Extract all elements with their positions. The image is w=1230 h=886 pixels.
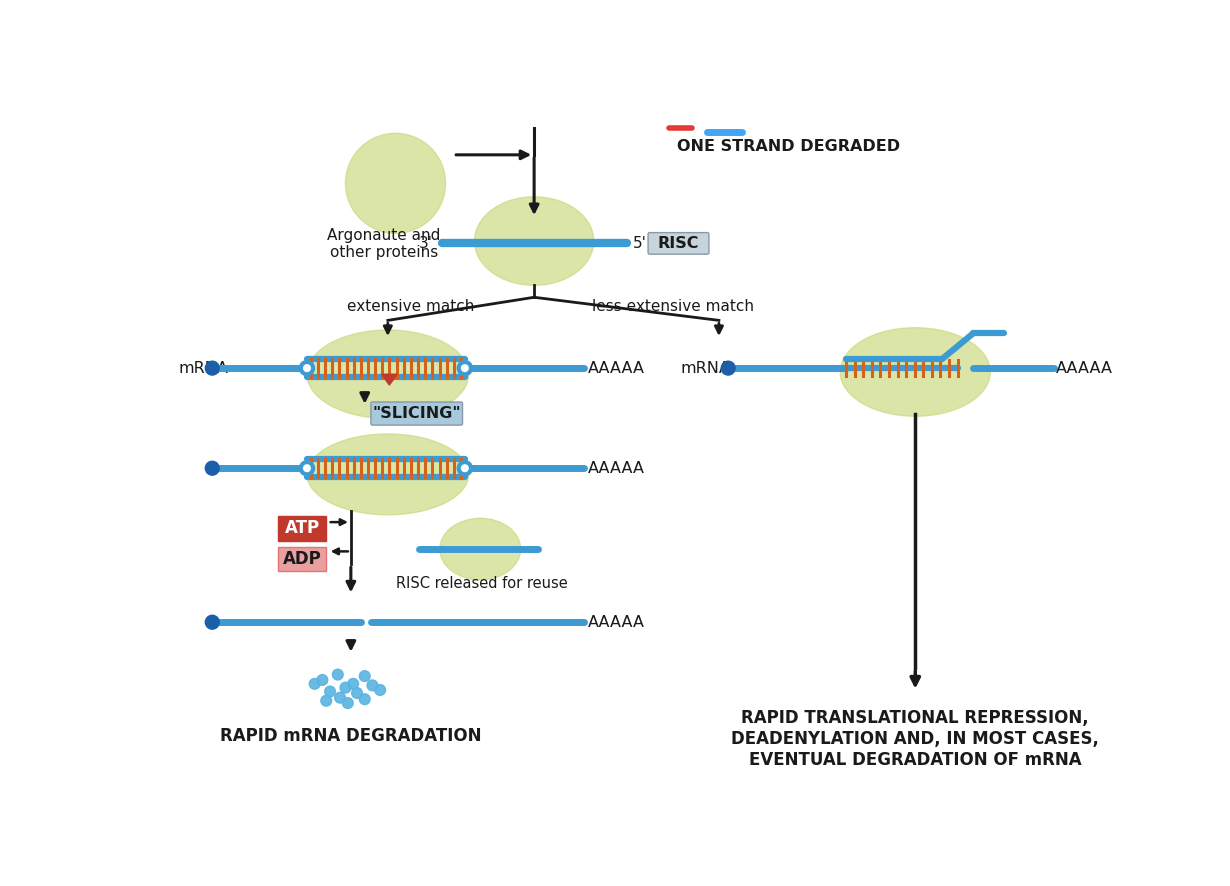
Ellipse shape — [840, 328, 990, 416]
Ellipse shape — [346, 133, 445, 233]
Text: 3': 3' — [418, 236, 433, 251]
FancyBboxPatch shape — [648, 233, 708, 254]
Ellipse shape — [308, 434, 469, 515]
Circle shape — [460, 462, 470, 474]
Text: 5': 5' — [632, 236, 647, 251]
Text: DEADENYLATION AND, IN MOST CASES,: DEADENYLATION AND, IN MOST CASES, — [732, 730, 1100, 749]
Text: less extensive match: less extensive match — [592, 299, 754, 314]
Text: mRNA: mRNA — [178, 361, 229, 376]
Circle shape — [359, 694, 370, 704]
Text: extensive match: extensive match — [347, 299, 475, 314]
Polygon shape — [381, 374, 397, 385]
Text: ATP: ATP — [285, 519, 320, 537]
Text: RAPID TRANSLATIONAL REPRESSION,: RAPID TRANSLATIONAL REPRESSION, — [742, 710, 1089, 727]
FancyBboxPatch shape — [371, 402, 462, 425]
Circle shape — [205, 615, 219, 629]
FancyBboxPatch shape — [278, 516, 326, 540]
Ellipse shape — [440, 518, 520, 579]
Circle shape — [367, 680, 378, 691]
Text: EVENTUAL DEGRADATION OF mRNA: EVENTUAL DEGRADATION OF mRNA — [749, 751, 1081, 769]
Circle shape — [342, 697, 353, 709]
Circle shape — [309, 679, 320, 689]
Circle shape — [301, 362, 312, 374]
Circle shape — [375, 685, 385, 696]
Circle shape — [721, 361, 736, 375]
Text: RISC: RISC — [657, 236, 699, 251]
Circle shape — [301, 462, 312, 474]
Text: Argonaute and
other proteins: Argonaute and other proteins — [327, 228, 440, 260]
Text: "SLICING": "SLICING" — [371, 406, 460, 421]
Text: ONE STRAND DEGRADED: ONE STRAND DEGRADED — [676, 139, 899, 154]
Text: ADP: ADP — [283, 550, 322, 568]
Text: AAAAA: AAAAA — [588, 361, 645, 376]
Circle shape — [339, 682, 351, 693]
Text: AAAAA: AAAAA — [1057, 361, 1113, 376]
Circle shape — [332, 669, 343, 680]
Text: RAPID mRNA DEGRADATION: RAPID mRNA DEGRADATION — [220, 727, 482, 745]
Circle shape — [359, 671, 370, 681]
Circle shape — [335, 692, 346, 703]
Circle shape — [317, 674, 327, 686]
Circle shape — [348, 679, 359, 689]
Circle shape — [325, 686, 336, 697]
Ellipse shape — [308, 330, 469, 418]
Ellipse shape — [475, 197, 594, 285]
Circle shape — [205, 462, 219, 475]
Circle shape — [321, 696, 332, 706]
Text: RISC released for reuse: RISC released for reuse — [396, 576, 567, 591]
Circle shape — [460, 362, 470, 374]
Text: mRNA: mRNA — [680, 361, 731, 376]
Text: AAAAA: AAAAA — [588, 461, 645, 476]
Text: AAAAA: AAAAA — [588, 615, 645, 630]
Circle shape — [352, 688, 363, 698]
Circle shape — [205, 361, 219, 375]
FancyBboxPatch shape — [278, 547, 326, 571]
